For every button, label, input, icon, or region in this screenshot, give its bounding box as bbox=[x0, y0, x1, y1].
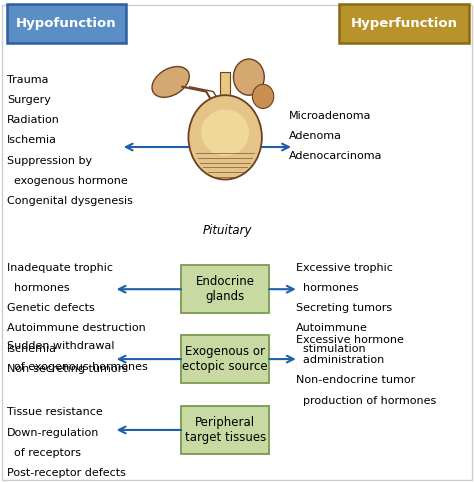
Text: Surgery: Surgery bbox=[7, 95, 51, 105]
Text: Ischemia: Ischemia bbox=[7, 344, 57, 354]
Ellipse shape bbox=[152, 67, 189, 97]
Text: Secreting tumors: Secreting tumors bbox=[296, 303, 392, 313]
Text: Autoimmune destruction: Autoimmune destruction bbox=[7, 323, 146, 334]
Text: Down-regulation: Down-regulation bbox=[7, 428, 100, 438]
Text: Trauma: Trauma bbox=[7, 75, 49, 85]
Ellipse shape bbox=[233, 59, 264, 95]
Text: Pituitary: Pituitary bbox=[203, 224, 252, 237]
FancyBboxPatch shape bbox=[181, 335, 269, 383]
Text: Tissue resistance: Tissue resistance bbox=[7, 407, 103, 417]
Text: Excessive trophic: Excessive trophic bbox=[296, 263, 393, 273]
Text: administration: administration bbox=[296, 355, 384, 365]
Ellipse shape bbox=[201, 109, 249, 156]
Text: Suppression by: Suppression by bbox=[7, 156, 92, 166]
Text: Non-endocrine tumor: Non-endocrine tumor bbox=[296, 375, 416, 386]
FancyBboxPatch shape bbox=[181, 265, 269, 313]
FancyBboxPatch shape bbox=[181, 406, 269, 454]
Text: Genetic defects: Genetic defects bbox=[7, 303, 95, 313]
Text: Inadequate trophic: Inadequate trophic bbox=[7, 263, 113, 273]
Text: of receptors: of receptors bbox=[7, 448, 81, 458]
Text: Microadenoma: Microadenoma bbox=[289, 111, 372, 121]
Text: Excessive hormone: Excessive hormone bbox=[296, 335, 404, 345]
Text: production of hormones: production of hormones bbox=[296, 396, 437, 406]
Text: Autoimmune: Autoimmune bbox=[296, 323, 368, 334]
Text: of exogenous hormones: of exogenous hormones bbox=[7, 362, 148, 372]
Ellipse shape bbox=[188, 95, 262, 180]
Text: Non-secreting tumors: Non-secreting tumors bbox=[7, 364, 128, 374]
Text: Peripheral
target tissues: Peripheral target tissues bbox=[184, 416, 266, 444]
Text: Radiation: Radiation bbox=[7, 115, 60, 125]
Text: Exogenous or
ectopic source: Exogenous or ectopic source bbox=[182, 345, 268, 373]
Text: Adenocarcinoma: Adenocarcinoma bbox=[289, 151, 383, 161]
Text: hormones: hormones bbox=[7, 283, 70, 293]
Text: Ischemia: Ischemia bbox=[7, 135, 57, 146]
Text: Hypofunction: Hypofunction bbox=[16, 17, 117, 30]
FancyBboxPatch shape bbox=[7, 4, 126, 43]
Text: Post-receptor defects: Post-receptor defects bbox=[7, 468, 126, 478]
Text: Adenoma: Adenoma bbox=[289, 131, 342, 141]
Ellipse shape bbox=[253, 84, 274, 108]
Text: Sudden withdrawal: Sudden withdrawal bbox=[7, 341, 115, 351]
Text: Endocrine
glands: Endocrine glands bbox=[196, 275, 255, 303]
FancyBboxPatch shape bbox=[220, 72, 230, 116]
Text: Hyperfunction: Hyperfunction bbox=[351, 17, 457, 30]
Text: stimulation: stimulation bbox=[296, 344, 366, 354]
Text: Congenital dysgenesis: Congenital dysgenesis bbox=[7, 196, 133, 206]
FancyBboxPatch shape bbox=[339, 4, 469, 43]
Text: hormones: hormones bbox=[296, 283, 359, 293]
Text: exogenous hormone: exogenous hormone bbox=[7, 176, 128, 186]
